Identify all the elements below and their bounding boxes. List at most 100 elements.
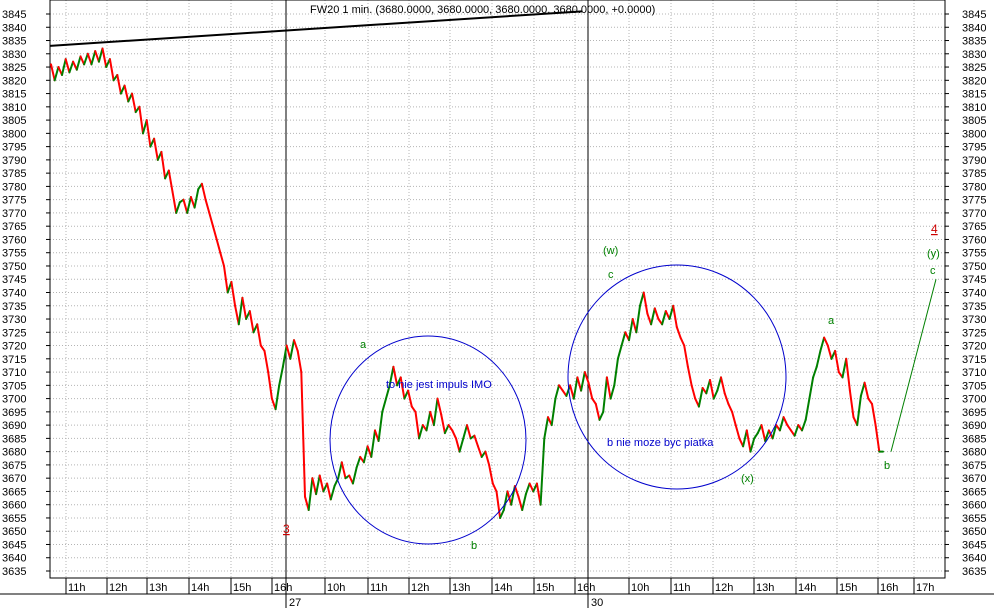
y-tick-label-right: 3765 [962, 221, 986, 233]
y-tick-label-right: 3835 [962, 36, 986, 48]
price-segment [145, 119, 152, 148]
price-segment [50, 63, 56, 82]
y-tick-label-left: 3750 [2, 261, 26, 273]
price-segment [661, 310, 667, 326]
price-segment [484, 450, 491, 466]
price-segment [477, 445, 483, 458]
price-segment [613, 357, 619, 387]
price-segment [458, 437, 465, 453]
price-segment [447, 424, 454, 432]
y-tick-label-left: 3845 [2, 9, 26, 21]
price-segment [760, 424, 767, 442]
price-segment [451, 429, 457, 440]
price-segment [116, 74, 122, 95]
y-tick-label-left: 3635 [2, 566, 26, 578]
price-segment [418, 424, 424, 440]
x-tick-label: 12h [411, 582, 429, 594]
y-tick-label-right: 3815 [962, 89, 986, 101]
wave-label: (x) [741, 473, 754, 485]
price-segment [491, 482, 498, 493]
price-segment [801, 418, 807, 432]
price-segment [274, 384, 281, 411]
y-tick-label-left: 3700 [2, 394, 26, 406]
price-segment [230, 280, 237, 307]
price-segment [554, 384, 560, 400]
y-tick-label-right: 3640 [962, 553, 986, 565]
price-segment [432, 397, 439, 427]
x-tick-label: 10h [327, 582, 345, 594]
y-tick-label-right: 3730 [962, 314, 986, 326]
x-tick-label: 13h [149, 582, 167, 594]
price-segment [296, 349, 303, 374]
price-segment [764, 429, 770, 442]
x-tick-label: 10h [631, 582, 649, 594]
y-tick-label-right: 3805 [962, 115, 986, 127]
y-tick-label-left: 3745 [2, 274, 26, 286]
wave-label: to nie jest impuls IMO [386, 379, 492, 391]
price-segment [392, 365, 399, 387]
price-segment [628, 318, 634, 342]
price-segment [778, 416, 785, 432]
wave-label: a [828, 315, 835, 327]
price-segment [160, 150, 167, 180]
price-segment [175, 201, 181, 214]
y-tick-label-right: 3750 [962, 261, 986, 273]
price-segment [745, 429, 752, 453]
y-tick-label-right: 3665 [962, 486, 986, 498]
price-segment [278, 365, 284, 387]
price-segment [635, 304, 641, 334]
projection-line [890, 279, 937, 452]
y-tick-label-right: 3735 [962, 301, 986, 313]
price-segment [786, 424, 792, 432]
price-segment [307, 477, 314, 511]
price-segment [108, 58, 115, 82]
price-segment [123, 84, 130, 103]
x-tick-label: 12h [109, 582, 127, 594]
price-segment [591, 397, 597, 405]
price-segment [488, 463, 494, 485]
wave-label: c [608, 269, 614, 281]
price-segment [79, 55, 86, 66]
price-segment [385, 384, 391, 400]
chart-title: FW20 1 min. (3680.0000, 3680.0000, 3680.… [310, 4, 655, 16]
price-segment [329, 485, 336, 501]
y-tick-label-right: 3825 [962, 62, 986, 74]
price-segment [859, 381, 866, 397]
price-segment [219, 251, 225, 267]
price-segment [642, 291, 649, 315]
price-segment [723, 392, 730, 405]
y-tick-label-right: 3760 [962, 234, 986, 246]
y-tick-label-right: 3810 [962, 102, 986, 114]
price-segment [782, 416, 789, 427]
price-segment [609, 384, 616, 400]
y-tick-label-right: 3800 [962, 128, 986, 140]
y-tick-label-right: 3645 [962, 539, 986, 551]
y-tick-label-right: 3680 [962, 447, 986, 459]
price-segment [583, 371, 590, 384]
price-segment [848, 389, 855, 419]
x-tick-label: 11h [673, 582, 691, 594]
price-segment [281, 344, 288, 368]
price-segment [871, 402, 877, 427]
x-tick-label: 13h [756, 582, 774, 594]
price-segment [248, 310, 255, 334]
y-tick-label-left: 3720 [2, 341, 26, 353]
y-tick-label-right: 3770 [962, 208, 986, 220]
y-tick-label-left: 3835 [2, 36, 26, 48]
price-segment [167, 169, 174, 193]
day-label: 27 [289, 597, 301, 608]
price-segment [495, 490, 502, 519]
y-tick-label-left: 3840 [2, 22, 26, 34]
price-segment [499, 509, 505, 519]
price-segment [753, 432, 759, 440]
y-tick-label-right: 3700 [962, 394, 986, 406]
price-segment [598, 410, 605, 421]
y-tick-label-right: 3845 [962, 9, 986, 21]
price-segment [83, 52, 89, 66]
y-tick-label-left: 3685 [2, 433, 26, 445]
x-tick-label: 11h [68, 582, 86, 594]
price-segment [650, 307, 656, 326]
x-tick-label: 16h [577, 582, 595, 594]
price-segment [572, 376, 579, 400]
annotation-circle [567, 264, 787, 490]
